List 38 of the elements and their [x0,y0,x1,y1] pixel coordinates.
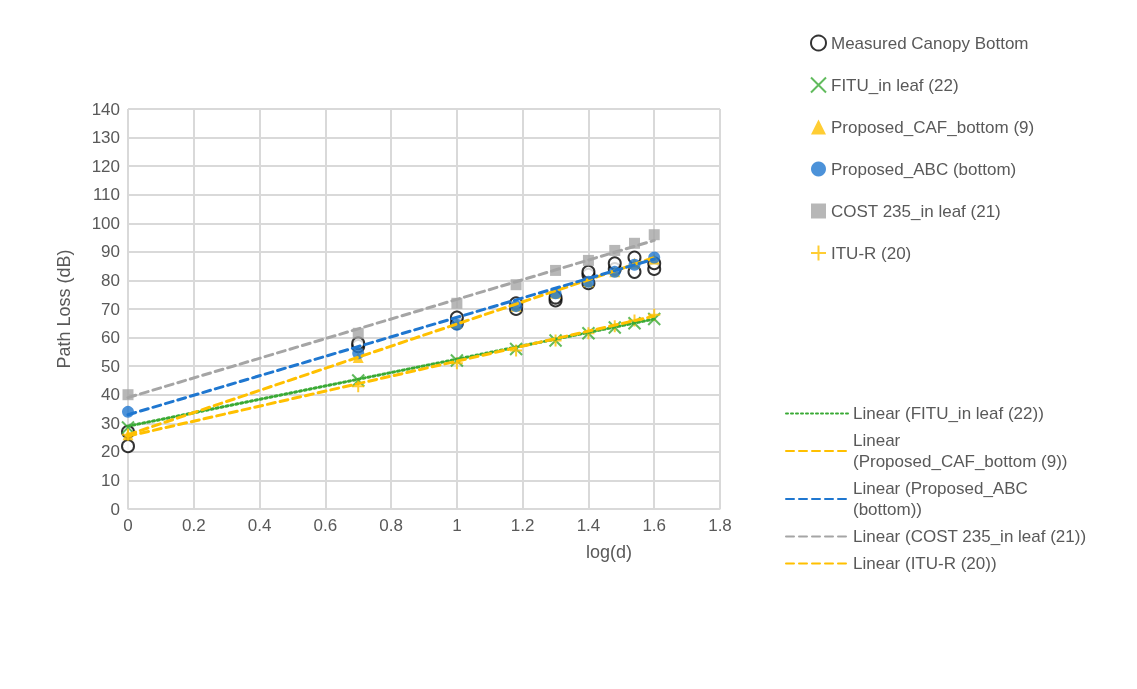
x-tick-label: 1.8 [708,516,732,535]
x-tick-label: 1.4 [576,516,601,535]
y-tick-label: 40 [101,385,120,405]
x-tick-label: 1.2 [510,516,535,535]
y-tick-label: 20 [101,442,120,462]
legend-label: Linear (COST 235_in leaf (21)) [853,527,1087,546]
y-axis-title: Path Loss (dB) [54,249,74,369]
legend-label: Linear (Proposed_CAF_bottom (9)) [853,431,1068,471]
x-axis-title: log(d) [585,542,633,562]
y-tick-label: 130 [91,128,120,148]
x-tick-label: 1.6 [642,516,667,535]
x-tick-label: 0.4 [247,516,272,535]
y-tick-label: 90 [101,242,120,262]
x-tick-label: 1 [452,516,462,535]
y-tick-label: 100 [91,213,120,233]
y-tick-label: 120 [91,156,120,176]
legend-label: Proposed_ABC (bottom) [831,159,1017,179]
y-tick-label: 70 [101,299,120,319]
x-tick-label: 0.6 [313,516,338,535]
y-tick-label: 0 [110,499,120,519]
legend-label: ITU-R (20) [831,243,912,263]
legend-label: Linear (ITU-R (20)) [853,554,997,573]
x-tick-label: 0.2 [181,516,206,535]
legend-label: COST 235_in leaf (21) [831,201,1001,221]
y-tick-label: 30 [101,413,120,433]
x-tick-label: 0.8 [379,516,403,535]
legend-label: Linear (Proposed_ABC (bottom)) [853,479,1033,519]
y-tick-label: 140 [91,99,120,119]
legend-label: FITU_in leaf (22) [831,75,959,95]
legend-label: Proposed_CAF_bottom (9) [831,117,1035,137]
y-tick-label: 60 [101,328,120,348]
legend-label: Linear (FITU_in leaf (22)) [853,404,1044,423]
legend-label: Measured Canopy Bottom [831,33,1029,53]
y-tick-label: 80 [101,270,120,290]
y-tick-label: 110 [92,185,120,205]
y-tick-label: 50 [101,356,120,376]
y-tick-label: 10 [101,470,120,490]
x-tick-label: 0 [123,516,133,535]
